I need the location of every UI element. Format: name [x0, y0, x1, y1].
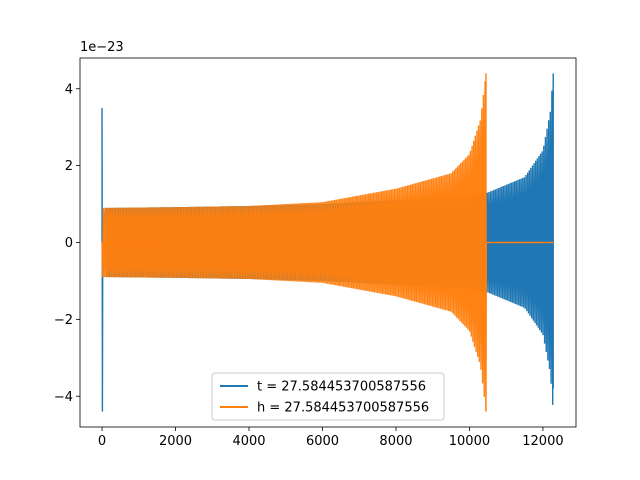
x-tick-label: 8000 [379, 434, 412, 449]
x-tick-label: 12000 [522, 434, 563, 449]
x-axis: 0 2000 4000 6000 8000 10000 12000 [98, 427, 564, 449]
y-tick-label: 4 [65, 82, 73, 97]
y-tick-label: 0 [65, 236, 73, 251]
legend: t = 27.584453700587556 h = 27.58445370058… [211, 372, 445, 421]
legend-label: t = 27.584453700587556 [257, 380, 426, 395]
y-tick-label: −2 [54, 313, 73, 328]
series-layer [101, 73, 554, 412]
x-tick-label: 4000 [232, 434, 265, 449]
y-axis: −4 −2 0 2 4 [54, 82, 80, 405]
y-tick-label: −4 [54, 390, 73, 405]
y-offset-label: 1e−23 [80, 40, 124, 55]
x-tick-label: 10000 [449, 434, 490, 449]
legend-label: h = 27.584453700587556 [257, 401, 429, 416]
legend-box [211, 372, 445, 421]
series-h-line [101, 73, 554, 412]
x-tick-label: 0 [98, 434, 106, 449]
x-tick-label: 6000 [306, 434, 339, 449]
y-tick-label: 2 [65, 159, 73, 174]
x-tick-label: 2000 [159, 434, 192, 449]
